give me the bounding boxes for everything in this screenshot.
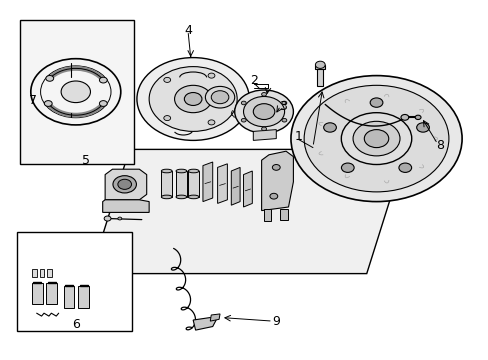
Bar xyxy=(40,269,44,277)
Polygon shape xyxy=(46,283,57,304)
Circle shape xyxy=(174,85,211,113)
Text: 1: 1 xyxy=(294,130,302,143)
Text: 9: 9 xyxy=(272,315,280,328)
Ellipse shape xyxy=(161,169,172,173)
Circle shape xyxy=(253,104,274,120)
Polygon shape xyxy=(63,286,74,308)
Polygon shape xyxy=(188,171,199,197)
Polygon shape xyxy=(193,318,216,330)
Circle shape xyxy=(46,76,54,81)
Bar xyxy=(20,20,134,164)
Circle shape xyxy=(398,163,411,172)
Ellipse shape xyxy=(161,195,172,199)
Text: 8: 8 xyxy=(435,139,443,152)
Polygon shape xyxy=(102,200,149,212)
Polygon shape xyxy=(161,171,172,197)
Circle shape xyxy=(416,123,428,132)
Text: 6: 6 xyxy=(72,318,80,330)
Bar xyxy=(47,269,52,277)
Polygon shape xyxy=(243,171,252,207)
Circle shape xyxy=(208,120,215,125)
Circle shape xyxy=(241,118,245,122)
Polygon shape xyxy=(210,314,220,321)
Circle shape xyxy=(261,127,266,131)
Circle shape xyxy=(323,123,336,132)
Polygon shape xyxy=(261,151,293,211)
Circle shape xyxy=(61,81,90,103)
Ellipse shape xyxy=(188,169,199,173)
Ellipse shape xyxy=(176,195,186,199)
Circle shape xyxy=(118,217,122,220)
Circle shape xyxy=(184,93,202,105)
Circle shape xyxy=(163,116,170,121)
Polygon shape xyxy=(253,130,276,140)
Circle shape xyxy=(205,86,234,108)
Polygon shape xyxy=(203,162,212,202)
Circle shape xyxy=(352,121,399,156)
Bar xyxy=(280,209,287,220)
Circle shape xyxy=(282,118,286,122)
Circle shape xyxy=(414,115,420,120)
Circle shape xyxy=(315,61,325,68)
Polygon shape xyxy=(231,167,240,205)
Polygon shape xyxy=(176,171,186,197)
Bar xyxy=(17,232,132,331)
Circle shape xyxy=(243,96,284,127)
Polygon shape xyxy=(32,283,42,304)
Circle shape xyxy=(234,90,293,133)
Bar xyxy=(32,269,37,277)
Polygon shape xyxy=(105,169,146,200)
Circle shape xyxy=(261,93,266,96)
Circle shape xyxy=(211,91,228,104)
Polygon shape xyxy=(78,286,89,308)
Circle shape xyxy=(269,193,277,199)
Circle shape xyxy=(369,98,382,107)
Polygon shape xyxy=(217,164,227,203)
Circle shape xyxy=(282,101,286,105)
Bar xyxy=(317,68,323,86)
Polygon shape xyxy=(90,149,405,274)
Circle shape xyxy=(304,85,448,192)
Circle shape xyxy=(163,77,170,82)
Circle shape xyxy=(99,101,107,107)
Text: 2: 2 xyxy=(250,75,258,87)
Text: 7: 7 xyxy=(29,94,37,107)
Text: 5: 5 xyxy=(81,154,89,167)
Circle shape xyxy=(272,165,280,170)
Ellipse shape xyxy=(176,169,186,173)
Text: 4: 4 xyxy=(184,24,192,37)
Circle shape xyxy=(364,130,388,148)
Circle shape xyxy=(290,76,461,202)
Ellipse shape xyxy=(188,195,199,199)
Circle shape xyxy=(99,77,107,83)
Circle shape xyxy=(137,58,249,140)
Circle shape xyxy=(341,163,353,172)
Circle shape xyxy=(241,101,245,105)
Text: 3: 3 xyxy=(278,100,286,113)
Circle shape xyxy=(208,73,215,78)
Circle shape xyxy=(341,113,411,165)
Circle shape xyxy=(44,100,52,107)
Circle shape xyxy=(113,176,136,193)
Bar xyxy=(315,65,325,69)
Circle shape xyxy=(400,114,408,120)
Bar xyxy=(264,209,271,221)
Circle shape xyxy=(104,216,111,221)
Circle shape xyxy=(118,179,131,189)
Circle shape xyxy=(149,67,237,131)
